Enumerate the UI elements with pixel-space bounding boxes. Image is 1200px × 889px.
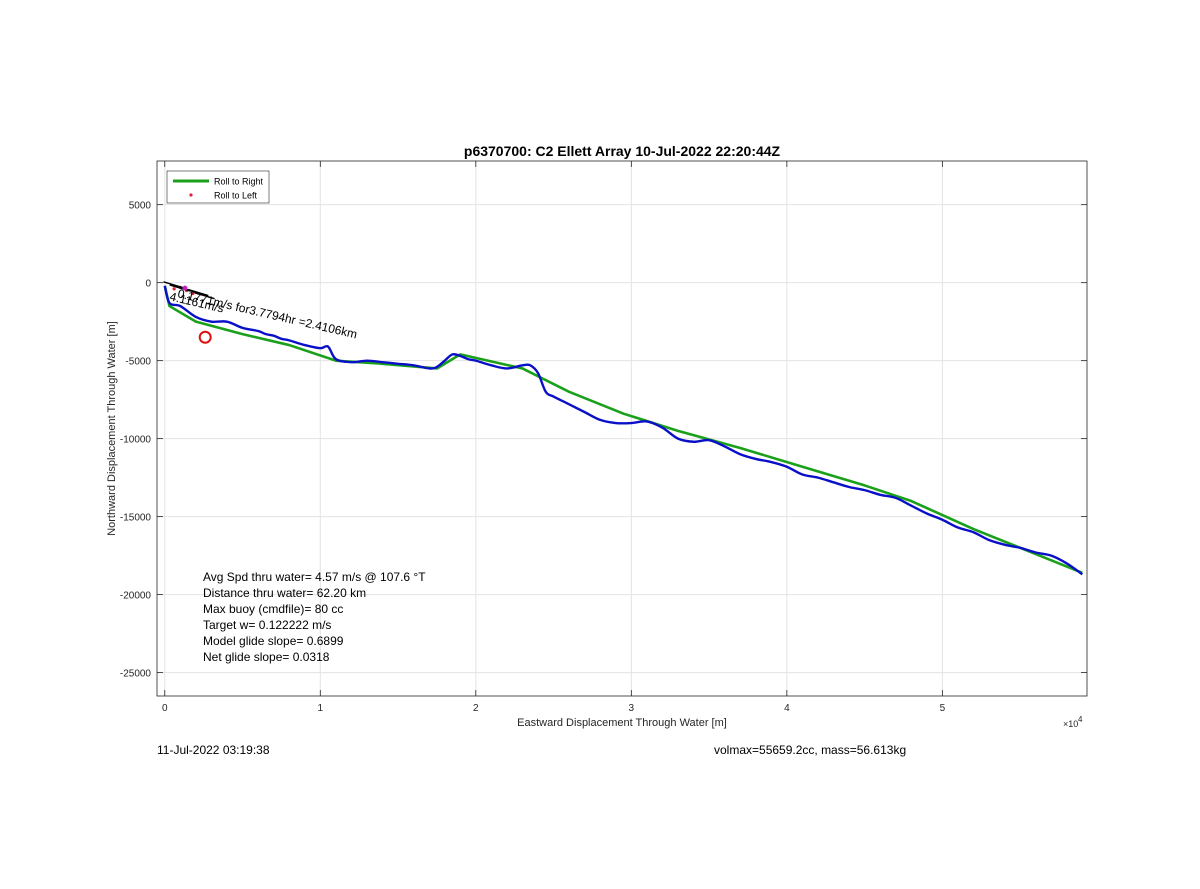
x-tick-label: 4: [784, 703, 790, 714]
legend: Roll to Right Roll to Left: [166, 170, 270, 204]
x-exponent-power: 4: [1078, 715, 1083, 724]
y-tick-label: 5000: [129, 201, 152, 212]
x-tick-label: 5: [940, 703, 946, 714]
y-axis-label: Northward Displacement Through Water [m]: [106, 321, 118, 536]
plot-background: [157, 161, 1087, 696]
stats-line: Target w= 0.122222 m/s: [203, 618, 331, 632]
plot-area: [163, 281, 1084, 576]
heading-arrow: [194, 292, 215, 300]
x-axis-label: Eastward Displacement Through Water [m]: [517, 717, 727, 729]
series-line-roll-right: [163, 285, 1083, 574]
heading-arrow: [163, 281, 184, 289]
legend-label: Roll to Left: [214, 191, 258, 201]
y-tick-label: -25000: [120, 669, 152, 680]
stats-line: Net glide slope= 0.0318: [203, 650, 330, 664]
axes-box: [156, 160, 1088, 697]
x-tick-label: 2: [473, 703, 479, 714]
y-tick-label: -5000: [125, 357, 151, 368]
x-exponent-label: ×10: [1063, 719, 1078, 729]
stats-line: Avg Spd thru water= 4.57 m/s @ 107.6 °T: [203, 570, 426, 584]
grid-lines: [157, 161, 1087, 696]
chart-title: p6370700: C2 Ellett Array 10-Jul-2022 22…: [464, 143, 781, 159]
legend-label: Roll to Right: [214, 177, 264, 187]
footer-volmax-mass: volmax=55659.2cc, mass=56.613kg: [714, 743, 907, 757]
legend-box: [166, 170, 270, 204]
x-tick-label: 0: [162, 703, 168, 714]
current-marker: [182, 285, 188, 291]
legend-swatch-dot: [189, 193, 193, 197]
y-tick-label: -15000: [120, 513, 152, 524]
roll-left-point: [191, 291, 195, 296]
stats-line: Model glide slope= 0.6899: [203, 634, 344, 648]
x-tick-label: 3: [629, 703, 635, 714]
axes: 0 1 2 3 4 5 5000 0 -5000 -10000 -15000 -20000 -25000…: [106, 143, 1088, 729]
stats-line: Max buoy (cmdfile)= 80 cc: [203, 602, 343, 616]
y-tick-label: -10000: [120, 435, 152, 446]
y-tick-label: 0: [145, 279, 151, 290]
x-tick-label: 1: [318, 703, 324, 714]
y-tick-label: -20000: [120, 591, 152, 602]
roll-left-point: [172, 287, 176, 291]
stats-line: Distance thru water= 62.20 km: [203, 586, 366, 600]
footer-timestamp: 11-Jul-2022 03:19:38: [157, 743, 270, 757]
series-line-track: [163, 285, 1084, 576]
heading-arrow: [188, 288, 209, 297]
red-circle-marker: [198, 330, 212, 344]
